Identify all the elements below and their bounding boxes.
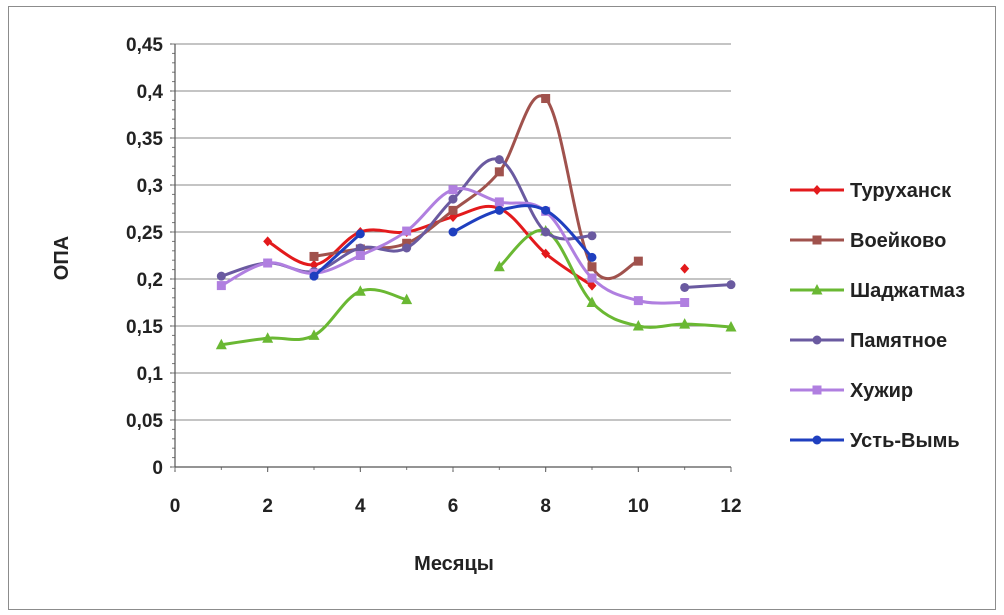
x-tick-label: 2 — [262, 496, 273, 517]
data-point — [541, 205, 551, 215]
data-point — [680, 298, 690, 307]
data-point — [402, 238, 412, 248]
legend-label: Хужир — [850, 380, 913, 402]
legend-marker — [811, 284, 823, 295]
data-point — [679, 318, 691, 329]
data-point — [494, 167, 504, 177]
data-point — [541, 94, 551, 104]
series-4 — [216, 155, 736, 292]
data-point — [726, 280, 736, 290]
y-tick-label: 0,35 — [126, 129, 163, 150]
data-point — [308, 329, 320, 340]
data-point — [541, 227, 551, 237]
data-point — [215, 338, 227, 350]
series-6 — [309, 204, 597, 281]
data-point — [448, 205, 458, 215]
y-tick-label: 0,3 — [137, 176, 163, 197]
legend-marker — [812, 435, 822, 445]
data-point — [216, 281, 226, 291]
legend-label: Памятное — [850, 330, 947, 352]
y-tick-label: 0,1 — [137, 364, 164, 385]
axes — [170, 43, 732, 472]
data-point — [402, 226, 412, 236]
data-point — [309, 259, 319, 270]
data-point — [309, 271, 319, 281]
grid-lines — [175, 43, 731, 421]
x-tick-label: 6 — [448, 496, 459, 517]
data-point — [680, 263, 690, 274]
data-point — [448, 227, 458, 237]
data-point — [632, 320, 644, 331]
series-line — [219, 187, 687, 305]
tick-labels: 0 0,05 0,1 0,15 0,2 0,25 0,3 0,35 0,4 0,45 0 2 4 6 8 10… — [126, 35, 742, 517]
data-point — [309, 251, 319, 261]
data-point — [263, 258, 273, 268]
series-group — [215, 94, 737, 350]
x-tick-label: 4 — [355, 496, 366, 517]
data-point — [587, 280, 597, 291]
y-axis-title: ОПА — [51, 236, 73, 280]
data-point — [494, 205, 504, 215]
data-point — [680, 282, 690, 292]
y-tick-label: 0,05 — [126, 411, 163, 432]
data-point — [633, 296, 643, 306]
series-line — [219, 157, 594, 278]
legend: Туруханск Воейково Шаджатмаз Памятное Хужир У… — [790, 180, 965, 452]
data-point — [587, 252, 597, 262]
data-point — [402, 243, 412, 253]
data-point — [586, 296, 598, 307]
legend-item: Памятное — [790, 330, 947, 352]
series-line — [683, 283, 733, 289]
legend-marker — [812, 235, 822, 245]
x-axis-title: Месяцы — [414, 553, 494, 575]
data-point — [493, 260, 505, 272]
legend-item: Шаджатмаз — [790, 280, 965, 302]
data-point — [725, 320, 737, 332]
data-point — [355, 251, 365, 260]
data-point — [494, 155, 504, 165]
legend-label: Туруханск — [850, 180, 952, 202]
x-tick-label: 8 — [540, 496, 551, 517]
y-tick-label: 0,15 — [126, 317, 163, 338]
data-point — [448, 185, 458, 195]
data-point — [263, 236, 273, 247]
x-tick-label: 12 — [720, 496, 741, 517]
data-point — [262, 332, 274, 343]
legend-marker — [812, 335, 822, 345]
series-3 — [215, 225, 737, 350]
x-tick-label: 0 — [170, 496, 181, 517]
data-point — [355, 243, 365, 253]
data-point — [354, 285, 366, 296]
legend-label: Шаджатмаз — [850, 280, 965, 302]
legend-marker — [812, 185, 822, 195]
y-tick-label: 0 — [152, 458, 163, 479]
data-point — [216, 271, 226, 281]
legend-item: Туруханск — [790, 180, 952, 202]
legend-marker — [812, 385, 822, 395]
y-tick-label: 0,45 — [126, 35, 163, 56]
data-point — [587, 262, 597, 272]
data-point — [633, 256, 643, 266]
data-point — [541, 248, 551, 259]
series-1 — [263, 203, 690, 291]
series-line — [451, 204, 594, 259]
legend-item: Хужир — [790, 380, 913, 402]
legend-label: Усть-Вымь — [850, 430, 960, 452]
data-point — [355, 229, 365, 239]
legend-item: Усть-Вымь — [790, 430, 960, 452]
data-point — [448, 194, 458, 204]
legend-label: Воейково — [850, 230, 946, 252]
data-point — [587, 231, 597, 241]
y-tick-label: 0,25 — [126, 223, 163, 244]
data-point — [401, 293, 413, 305]
data-point — [494, 197, 504, 207]
y-tick-label: 0,4 — [137, 82, 164, 103]
chart-frame — [8, 6, 996, 610]
y-tick-label: 0,2 — [137, 270, 163, 291]
legend-item: Воейково — [790, 230, 946, 252]
data-point — [587, 273, 597, 283]
x-tick-label: 10 — [628, 496, 649, 517]
